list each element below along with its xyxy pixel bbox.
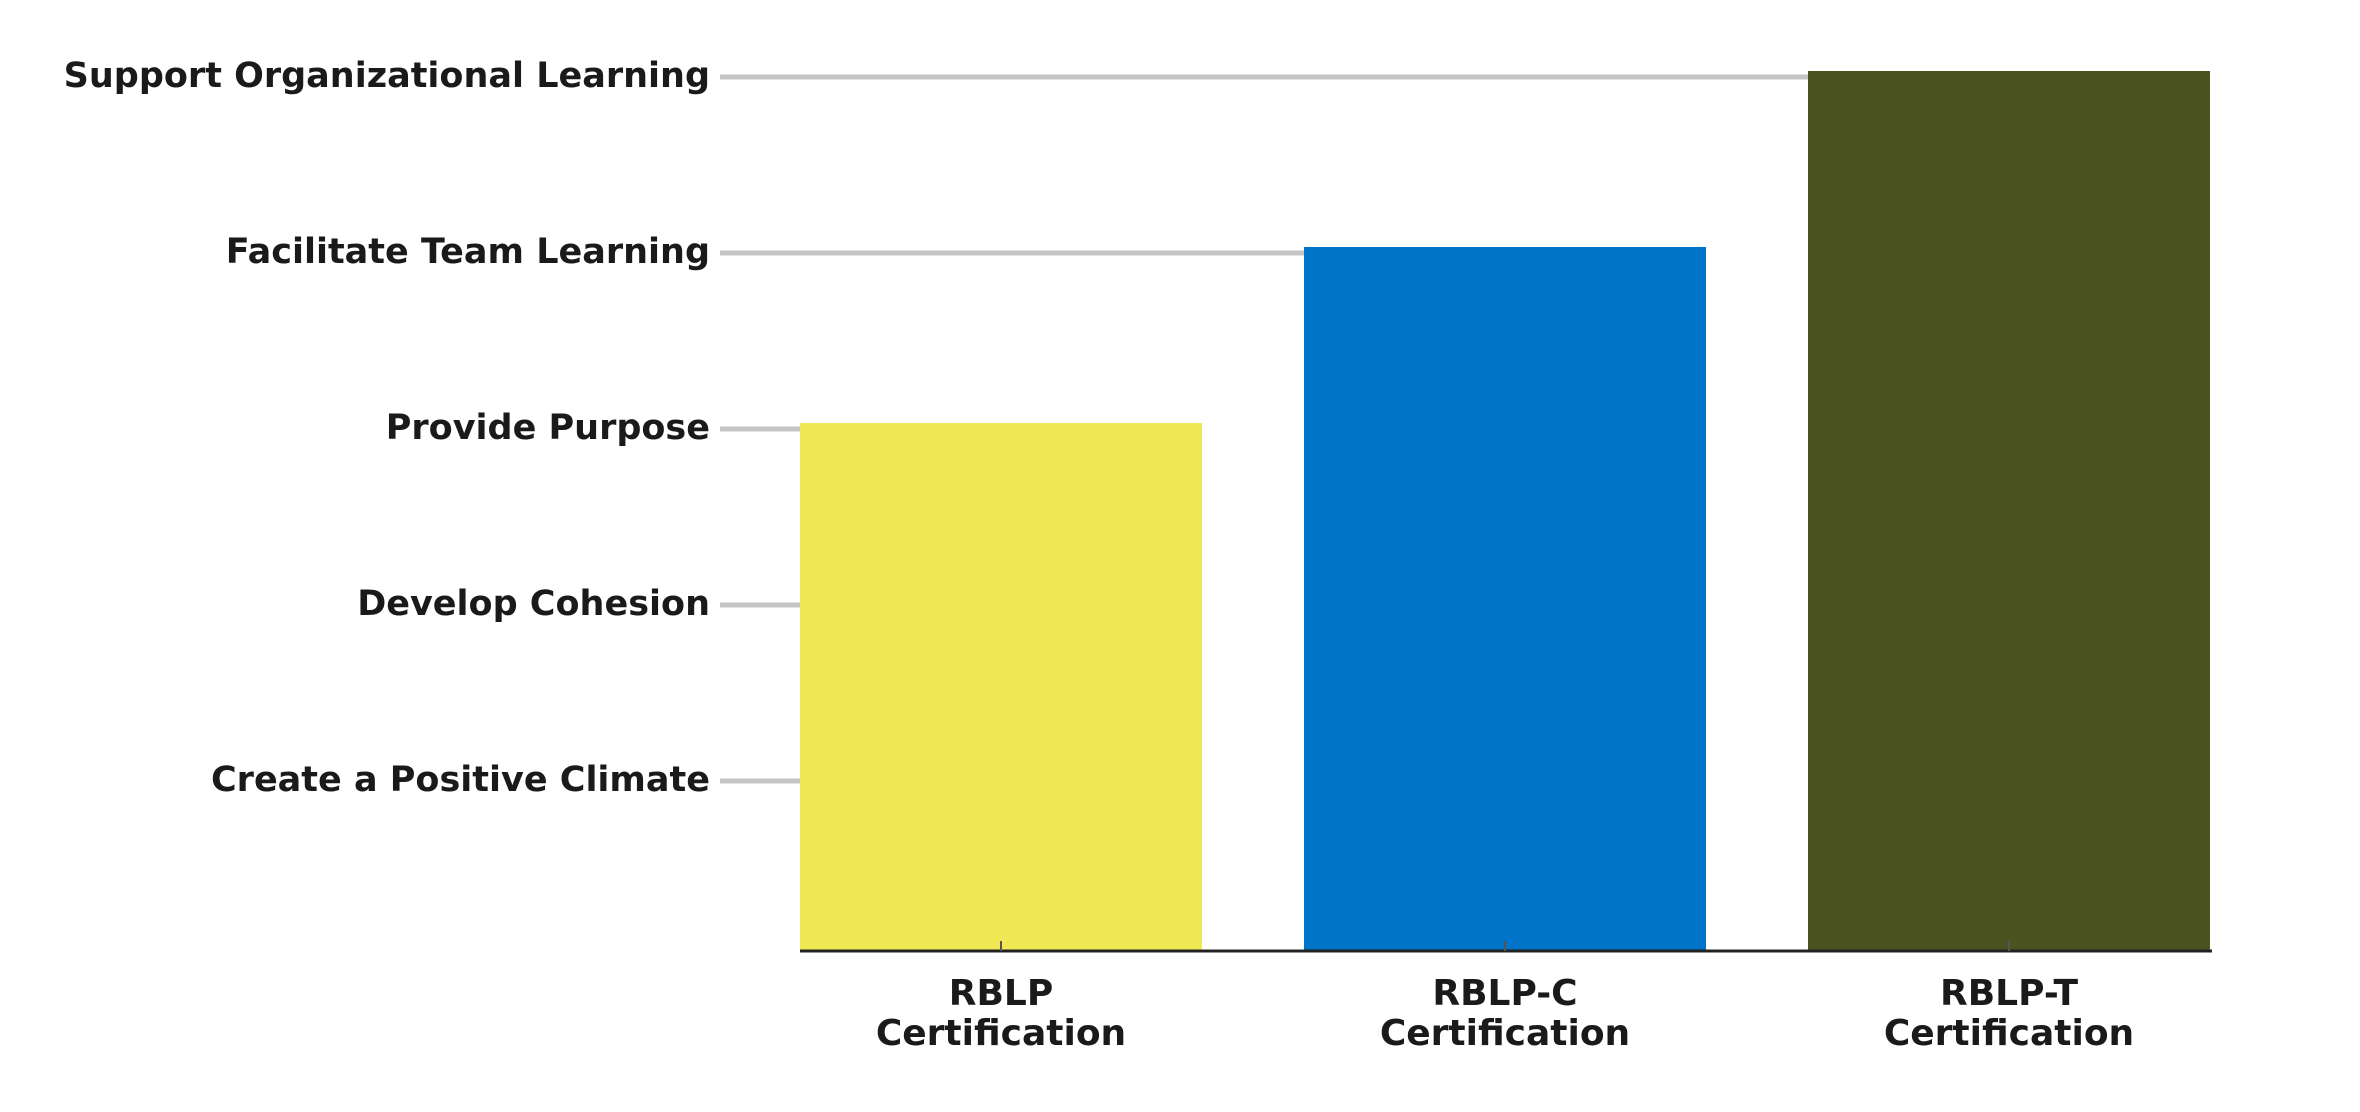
level-leader-lines bbox=[720, 74, 1808, 784]
bar-3 bbox=[1808, 71, 2210, 951]
bar-1 bbox=[800, 423, 1202, 951]
category-label-2: RBLP-C Certification bbox=[1380, 973, 1630, 1054]
level-labels: Create a Positive Climate Develop Cohesio… bbox=[64, 56, 710, 800]
x-axis-ticks bbox=[1000, 941, 2010, 951]
category-labels: RBLP Certification RBLP-C Certification RBLP… bbox=[876, 973, 2134, 1054]
category-label-3: RBLP-T Certification bbox=[1884, 973, 2134, 1054]
category-label-1: RBLP Certification bbox=[876, 973, 1126, 1054]
level-label-1: Create a Positive Climate bbox=[211, 760, 710, 800]
level-label-3: Provide Purpose bbox=[386, 408, 710, 448]
level-label-4: Facilitate Team Learning bbox=[226, 232, 710, 272]
bar-2 bbox=[1304, 247, 1706, 951]
level-label-5: Support Organizational Learning bbox=[64, 56, 710, 96]
level-label-2: Develop Cohesion bbox=[357, 584, 710, 624]
bars bbox=[800, 71, 2210, 951]
